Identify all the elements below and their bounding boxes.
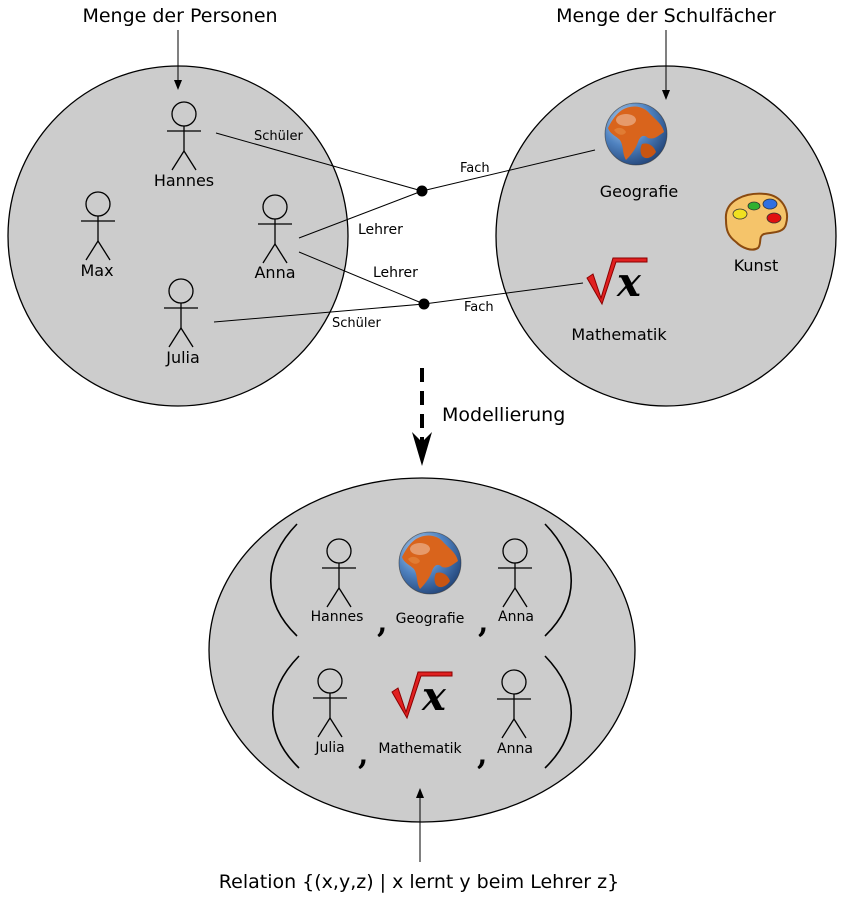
palette-icon <box>724 192 788 251</box>
edge-label-lehrer-2: Lehrer <box>373 265 418 281</box>
edge-label-schueler-1: Schüler <box>254 129 303 144</box>
relation-caption: Relation {(x,y,z) | x lernt y beim Lehre… <box>219 871 619 893</box>
svg-text:,: , <box>358 737 368 772</box>
svg-text:,: , <box>477 737 487 772</box>
svg-text:Geografie: Geografie <box>396 611 465 627</box>
modelling-label: Modellierung <box>442 404 565 426</box>
person-max: Max <box>80 191 116 280</box>
svg-text:Julia: Julia <box>314 740 344 756</box>
svg-text:Max: Max <box>80 261 113 280</box>
tuple-1: Hannes , Geografie , Anna <box>269 523 573 640</box>
svg-text:Julia: Julia <box>165 348 200 367</box>
left-paren <box>271 655 300 769</box>
globe-icon <box>604 102 668 166</box>
relation-edges <box>213 132 596 323</box>
svg-text:Anna: Anna <box>498 609 534 625</box>
svg-text:Mathematik: Mathematik <box>571 325 667 344</box>
edge-label-schueler-2: Schüler <box>332 316 381 331</box>
left-paren <box>269 523 298 637</box>
svg-text:Mathematik: Mathematik <box>378 741 462 757</box>
edge-label-lehrer-1: Lehrer <box>358 222 403 238</box>
right-paren <box>544 523 573 637</box>
person-julia: Julia <box>163 278 200 367</box>
edge-label-fach-1: Fach <box>460 161 490 176</box>
relation-node-2 <box>418 298 430 310</box>
svg-text:,: , <box>377 605 387 640</box>
arrow-down-icon <box>662 90 670 100</box>
subject-mathematik: Mathematik <box>571 257 667 344</box>
arrow-down-icon <box>174 80 182 90</box>
right-paren <box>544 655 573 769</box>
person-anna: Anna <box>254 194 296 282</box>
globe-icon <box>398 531 462 595</box>
svg-text:Kunst: Kunst <box>734 256 779 275</box>
svg-text:Hannes: Hannes <box>311 609 364 625</box>
svg-text:Hannes: Hannes <box>154 171 214 190</box>
subject-set-ellipse <box>495 65 837 407</box>
relation-set-ellipse <box>208 477 636 823</box>
subject-geografie: Geografie <box>600 102 679 201</box>
person-set-caption: Menge der Personen <box>82 5 277 27</box>
svg-text:Anna: Anna <box>254 263 295 282</box>
svg-text:Anna: Anna <box>497 741 533 757</box>
subject-set-caption: Menge der Schulfächer <box>556 5 776 27</box>
arrow-down-icon <box>412 432 432 466</box>
tuple-2: Julia , Mathematik , Anna <box>271 655 573 772</box>
subject-kunst: Kunst <box>724 192 788 275</box>
person-hannes: Hannes <box>154 101 214 190</box>
svg-text:Geografie: Geografie <box>600 182 679 201</box>
relation-node-1 <box>416 185 428 197</box>
arrow-up-icon <box>416 788 424 798</box>
edge-label-fach-2: Fach <box>464 300 494 315</box>
svg-text:,: , <box>478 605 488 640</box>
